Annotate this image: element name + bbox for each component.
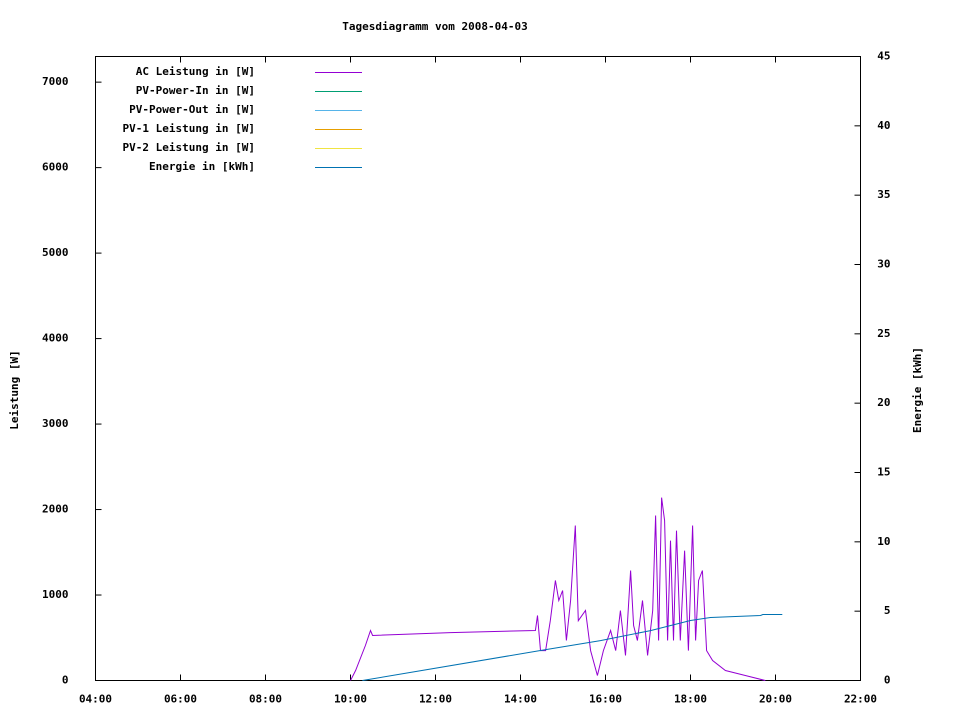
y2-axis-label: Energie [kWh] [911,347,924,433]
y-tick-label: 2000 [42,503,69,516]
series-line [350,497,766,681]
x-tick-label: 14:00 [504,693,537,706]
y-tick-label: 6000 [42,161,69,174]
y-tick-label: 5000 [42,246,69,259]
legend-label: PV-2 Leistung in [W] [123,141,255,154]
y2-tick-label: 15 [877,466,890,479]
x-tick-label: 04:00 [79,693,112,706]
y-tick-label: 4000 [42,332,69,345]
x-tick-label: 10:00 [334,693,367,706]
y-tick-label: 7000 [42,75,69,88]
x-tick-label: 16:00 [589,693,622,706]
x-tick-label: 22:00 [844,693,877,706]
y2-tick-label: 45 [877,50,890,63]
y-tick-label: 3000 [42,417,69,430]
legend-label: PV-Power-In in [W] [136,84,255,97]
y-tick-label: 0 [62,674,69,687]
plot-frame [95,56,861,681]
y2-tick-label: 40 [877,119,890,132]
y2-tick-label: 5 [884,604,891,617]
y2-tick-label: 10 [877,535,890,548]
x-tick-label: 08:00 [249,693,282,706]
x-tick-label: 06:00 [164,693,197,706]
y2-tick-label: 20 [877,396,890,409]
x-tick-label: 20:00 [759,693,792,706]
x-tick-label: 18:00 [674,693,707,706]
legend-label: Energie in [kWh] [149,160,255,173]
legend-label: PV-1 Leistung in [W] [123,122,255,135]
y-tick-label: 1000 [42,588,69,601]
x-tick-label: 12:00 [419,693,452,706]
chart-title: Tagesdiagramm vom 2008-04-03 [342,20,527,33]
y2-tick-label: 30 [877,258,890,271]
series-line [362,614,783,681]
legend-label: AC Leistung in [W] [136,65,255,78]
legend-label: PV-Power-Out in [W] [129,103,255,116]
y2-tick-label: 25 [877,327,890,340]
y2-tick-label: 0 [884,674,891,687]
y2-tick-label: 35 [877,188,890,201]
y-axis-label: Leistung [W] [8,350,21,429]
